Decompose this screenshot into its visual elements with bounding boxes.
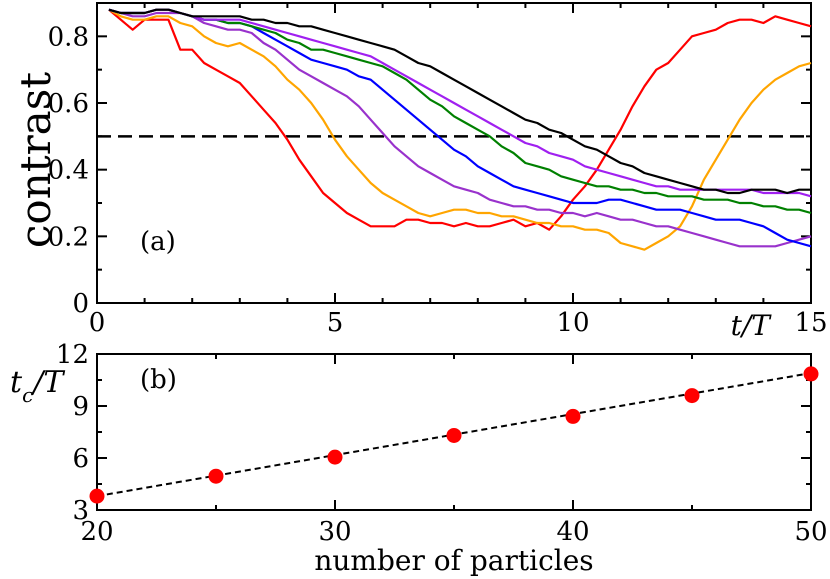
panel-a-xlabel: t/T — [731, 309, 773, 342]
data-point — [565, 408, 581, 424]
panel-a-ylabel: contrast — [11, 72, 60, 248]
panel-b-xtick-label: 30 — [318, 517, 351, 547]
panel-a-tick-labels: 0 5 10 15 0 0.2 0.4 0.6 0.8 — [48, 22, 828, 338]
series-line-2 — [108, 8, 812, 251]
series-line-1 — [108, 8, 812, 231]
data-point — [208, 468, 224, 484]
panel-a-xtick-label: 0 — [89, 308, 106, 338]
panel-a-label: (a) — [140, 227, 176, 257]
data-point — [327, 449, 343, 465]
panel-b-ytick-label: 9 — [72, 392, 89, 422]
panel-a-ytick-label: 0.4 — [48, 156, 89, 186]
panel-b-ytick-label: 6 — [72, 444, 89, 474]
panel-b-ytick-label: 3 — [72, 496, 89, 526]
data-point — [89, 488, 105, 504]
panel-b-label: (b) — [140, 365, 177, 395]
series-line-6 — [108, 8, 812, 198]
panel-b-xtick-label: 50 — [794, 517, 827, 547]
panel-b-xtick-label: 20 — [80, 517, 113, 547]
panel-a-ytick-label: 0.6 — [48, 89, 89, 119]
panel-a-ytick-label: 0.2 — [48, 222, 89, 252]
panel-b-xlabel: number of particles — [314, 544, 593, 577]
panel-b: 20 30 40 50 3 6 9 12 (b) tc/T number of particl… — [10, 340, 828, 577]
panel-a-xtick-label: 5 — [327, 308, 344, 338]
series-line-3 — [108, 8, 812, 248]
panel-a-ticks — [96, 2, 812, 304]
panel-a-frame — [96, 2, 812, 304]
panel-a-ytick-label: 0 — [72, 289, 89, 319]
panel-b-points — [89, 366, 819, 504]
panel-b-ylabel: tc/T — [10, 365, 65, 407]
panel-a-xtick-label: 15 — [794, 308, 827, 338]
series-line-4 — [108, 8, 812, 248]
panel-a-ytick-label: 0.8 — [48, 22, 89, 52]
series-line-5 — [108, 8, 812, 215]
panel-b-xtick-label: 40 — [556, 517, 589, 547]
panel-b-ytick-label: 12 — [56, 340, 89, 370]
data-point — [803, 366, 819, 382]
panel-a-xtick-label: 10 — [556, 308, 589, 338]
panel-a-series — [108, 8, 812, 251]
data-point — [446, 427, 462, 443]
panel-b-tick-labels: 20 30 40 50 3 6 9 12 — [56, 340, 828, 547]
data-point — [684, 388, 700, 404]
panel-b-ticks — [96, 353, 812, 511]
series-line-7 — [108, 8, 811, 195]
panel-a: 0 5 10 15 0 0.2 0.4 0.6 0.8 (a) contrast t/T — [11, 2, 828, 342]
